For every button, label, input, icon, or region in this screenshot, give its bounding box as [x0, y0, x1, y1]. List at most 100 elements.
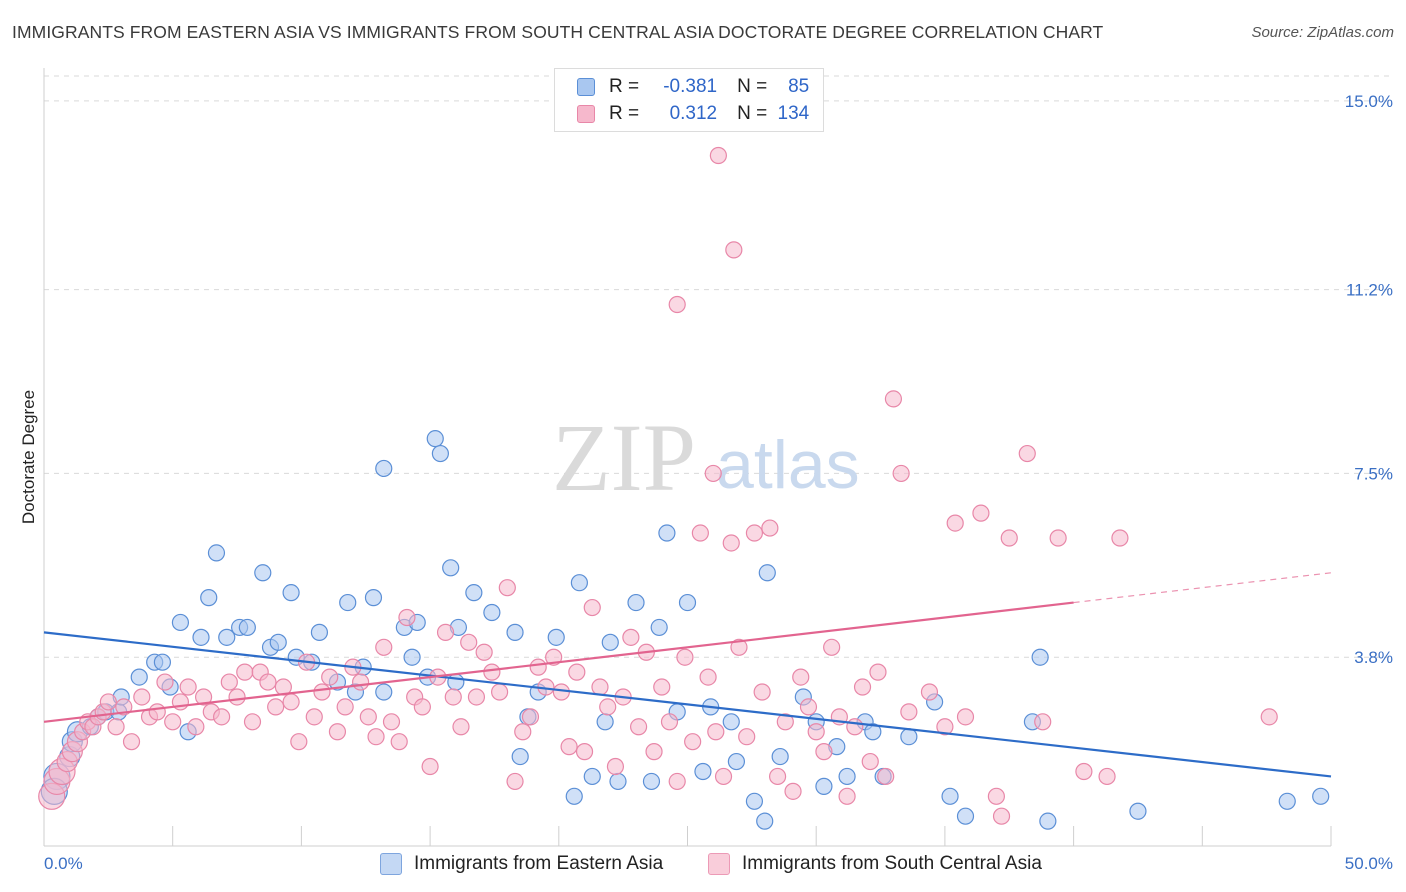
point-south-central-asia — [444, 688, 462, 706]
point-south-central-asia — [972, 504, 990, 522]
bottom-legend-label: Immigrants from South Central Asia — [742, 853, 1042, 874]
point-south-central-asia — [730, 638, 748, 656]
point-south-central-asia — [1018, 444, 1036, 463]
legend-row-south-central-asia: R = 0.312 N = 134 — [577, 101, 809, 127]
point-eastern-asia — [442, 559, 460, 577]
point-south-central-asia — [869, 663, 887, 681]
point-south-central-asia — [521, 708, 540, 726]
point-eastern-asia — [771, 747, 789, 766]
point-south-central-asia — [164, 713, 182, 731]
point-eastern-asia — [745, 792, 764, 810]
point-south-central-asia — [194, 688, 213, 706]
point-eastern-asia — [200, 589, 218, 607]
point-south-central-asia — [884, 390, 903, 408]
legend-swatch-pink — [577, 105, 595, 123]
y-axis-title: Doctorate Degree — [19, 390, 38, 524]
point-eastern-asia — [601, 633, 619, 651]
point-south-central-asia — [668, 772, 686, 791]
point-eastern-asia — [609, 772, 627, 791]
point-south-central-asia — [282, 693, 300, 711]
point-eastern-asia — [756, 812, 774, 830]
bottom-legend-south-central-asia: Immigrants from South Central Asia — [708, 852, 1042, 876]
point-south-central-asia — [853, 678, 872, 696]
point-south-central-asia — [776, 713, 794, 731]
point-eastern-asia — [511, 747, 529, 766]
point-south-central-asia — [228, 688, 246, 706]
point-south-central-asia — [1260, 708, 1278, 726]
point-south-central-asia — [506, 772, 524, 791]
trend-line-eastern-asia — [43, 631, 1332, 778]
point-eastern-asia — [956, 807, 975, 825]
point-south-central-asia — [846, 718, 864, 736]
point-eastern-asia — [506, 623, 524, 641]
point-south-central-asia — [115, 698, 133, 716]
point-south-central-asia — [321, 668, 339, 686]
point-eastern-asia — [153, 653, 172, 671]
point-south-central-asia — [722, 534, 740, 552]
point-south-central-asia — [792, 668, 810, 686]
point-south-central-asia — [483, 663, 501, 681]
point-south-central-asia — [768, 767, 787, 786]
watermark-zip: ZIP — [552, 404, 696, 511]
point-eastern-asia — [658, 524, 676, 542]
tick-labels: 3.8% 7.5% 11.2% 15.0% 0.0% 50.0% — [44, 92, 1393, 873]
y-tick-label: 3.8% — [1354, 648, 1393, 667]
trend-lines — [43, 572, 1332, 778]
point-south-central-asia — [156, 673, 174, 691]
point-south-central-asia — [305, 708, 323, 726]
bottom-legend-label: Immigrants from Eastern Asia — [414, 853, 664, 874]
axes — [43, 68, 1332, 847]
source-note: Source: ZipAtlas.com — [1251, 24, 1394, 41]
point-south-central-asia — [807, 723, 825, 741]
legend-r-value: 0.312 — [669, 103, 718, 124]
point-eastern-asia — [1031, 648, 1049, 666]
point-south-central-asia — [714, 767, 733, 786]
point-eastern-asia — [375, 683, 393, 701]
point-south-central-asia — [122, 733, 141, 751]
point-south-central-asia — [753, 683, 771, 701]
point-south-central-asia — [936, 718, 954, 736]
y-tick-label: 11.2% — [1346, 281, 1393, 300]
point-eastern-asia — [547, 628, 565, 646]
point-south-central-asia — [460, 633, 478, 651]
legend-n-label: N = — [737, 76, 768, 97]
point-south-central-asia — [660, 713, 679, 731]
point-south-central-asia — [259, 673, 277, 691]
watermark: ZIP atlas — [552, 404, 860, 511]
point-eastern-asia — [678, 593, 697, 612]
point-south-central-asia — [629, 718, 648, 736]
point-south-central-asia — [704, 464, 722, 483]
point-south-central-asia — [599, 698, 617, 716]
legend-swatch-blue — [577, 78, 595, 96]
point-south-central-asia — [745, 524, 764, 542]
point-south-central-asia — [699, 668, 717, 686]
point-south-central-asia — [313, 683, 331, 701]
point-south-central-asia — [133, 688, 151, 706]
bottom-legend-eastern-asia: Immigrants from Eastern Asia — [380, 852, 663, 876]
trend-line-dashed-extension — [1073, 572, 1332, 604]
point-south-central-asia — [956, 708, 975, 726]
point-south-central-asia — [243, 713, 262, 731]
point-eastern-asia — [941, 787, 959, 805]
point-eastern-asia — [596, 713, 614, 731]
point-south-central-asia — [568, 663, 586, 681]
point-eastern-asia — [727, 752, 746, 771]
point-south-central-asia — [684, 733, 702, 751]
point-eastern-asia — [339, 593, 357, 612]
point-eastern-asia — [130, 668, 148, 686]
point-south-central-asia — [490, 683, 509, 701]
point-eastern-asia — [694, 762, 712, 781]
point-south-central-asia — [382, 713, 401, 731]
point-eastern-asia — [282, 584, 300, 602]
point-south-central-asia — [877, 767, 895, 786]
point-eastern-asia — [838, 767, 856, 786]
point-eastern-asia — [570, 574, 588, 592]
point-south-central-asia — [398, 608, 416, 627]
trend-line-south-central-asia — [43, 601, 1074, 723]
point-eastern-asia — [403, 648, 421, 666]
point-south-central-asia — [861, 752, 879, 771]
point-eastern-asia — [627, 593, 645, 612]
point-south-central-asia — [987, 787, 1005, 805]
point-south-central-asia — [498, 579, 516, 597]
